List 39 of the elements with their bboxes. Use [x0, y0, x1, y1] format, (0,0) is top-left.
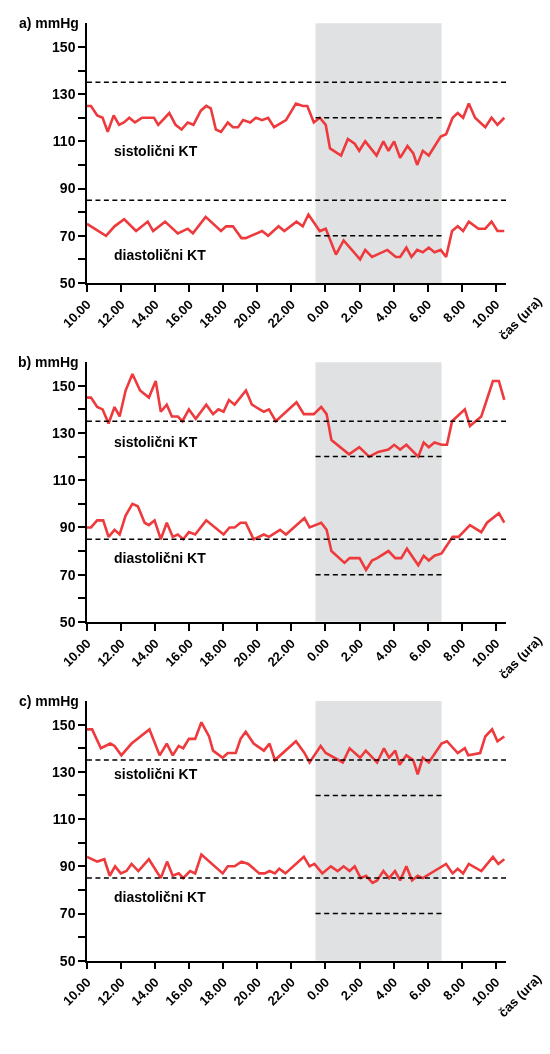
series-label: sistolični KT [114, 143, 198, 159]
x-tick-label: 6.00 [405, 296, 435, 326]
y-tick-label: 50 [59, 952, 76, 969]
series-label: diastolični KT [114, 247, 207, 263]
x-tick-label: 8.00 [439, 974, 469, 1004]
x-tick-label: 0.00 [303, 974, 333, 1004]
y-tick-label: 110 [52, 472, 76, 489]
y-tick-label: 150 [52, 377, 76, 394]
x-tick-label: 4.00 [371, 635, 401, 665]
y-tick-label: 70 [59, 227, 76, 244]
x-tick-label: 6.00 [405, 974, 435, 1004]
y-tick-label: 50 [59, 274, 76, 291]
x-tick-label: 4.00 [371, 296, 401, 326]
y-tick-label: 90 [59, 519, 76, 536]
series-label: sistolični KT [114, 766, 198, 782]
x-tick-label: 8.00 [439, 296, 469, 326]
x-tick-label: 4.00 [371, 974, 401, 1004]
y-tick-label: 50 [59, 613, 76, 630]
x-tick-label: 0.00 [303, 635, 333, 665]
y-tick-label: 150 [52, 716, 76, 733]
y-tick-label: 110 [52, 133, 76, 150]
y-tick-label: 110 [52, 811, 76, 827]
y-axis-title: c) mmHg [19, 693, 79, 709]
y-axis-title: b) mmHg [18, 354, 79, 370]
series-label: diastolični KT [114, 550, 207, 566]
y-axis-title: a) mmHg [19, 15, 79, 31]
y-tick-label: 130 [52, 86, 76, 103]
y-tick-label: 90 [59, 180, 76, 197]
y-tick-label: 130 [52, 424, 76, 441]
y-tick-label: 130 [52, 763, 76, 780]
y-tick-label: 70 [59, 566, 76, 583]
x-tick-label: 0.00 [303, 296, 333, 326]
series-label: sistolični KT [114, 434, 198, 450]
y-tick-label: 70 [59, 905, 76, 922]
x-tick-label: 6.00 [405, 635, 435, 665]
y-tick-label: 150 [52, 38, 76, 55]
y-tick-label: 90 [59, 858, 76, 875]
x-tick-label: 8.00 [439, 635, 469, 665]
series-label: diastolični KT [114, 889, 207, 905]
